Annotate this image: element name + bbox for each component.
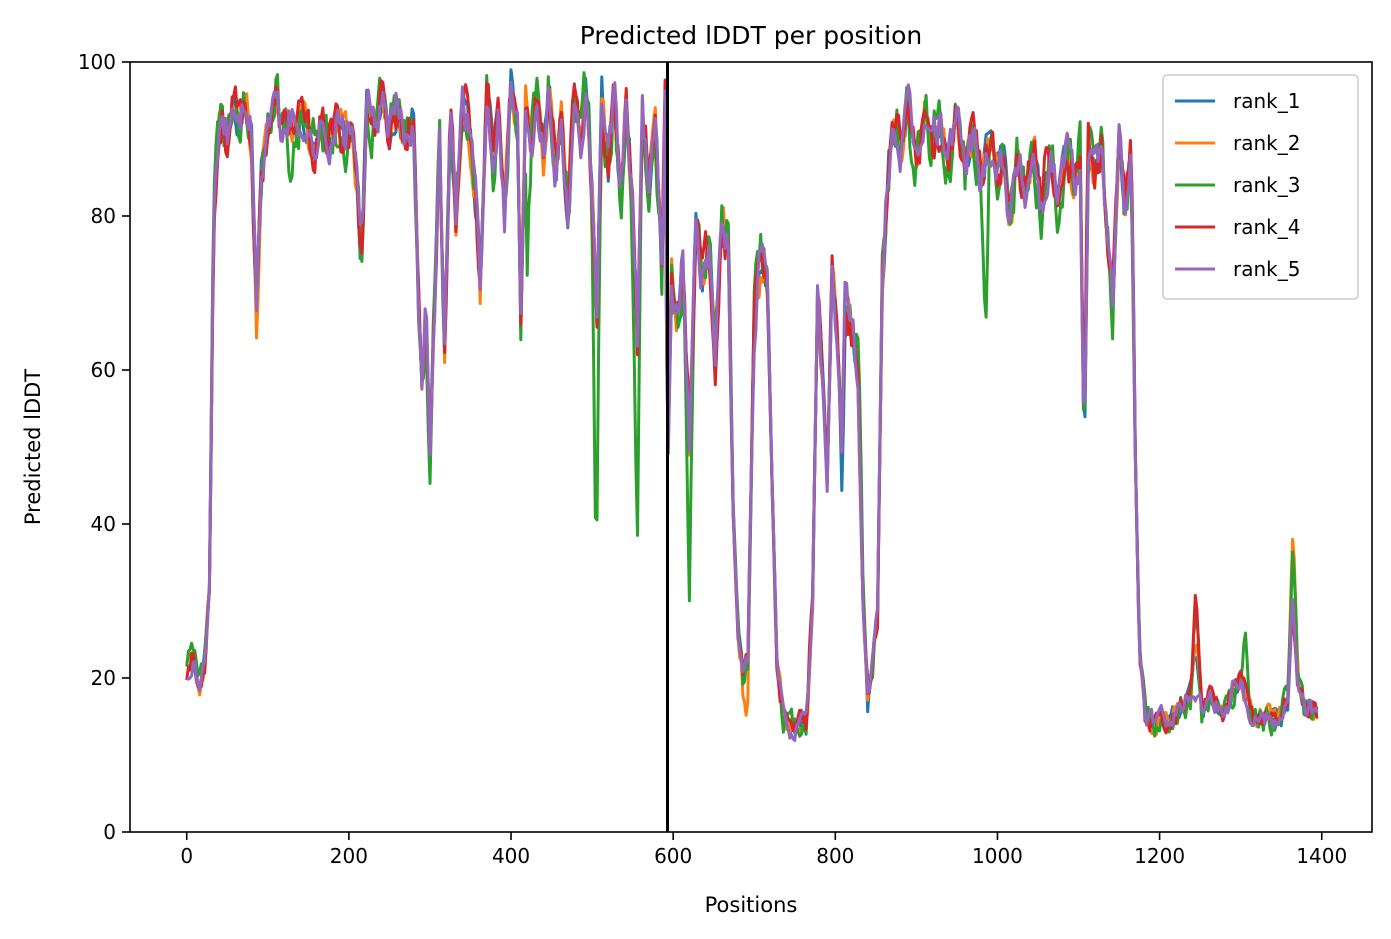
legend-label-rank_5: rank_5: [1233, 257, 1300, 281]
y-tick-label: 40: [91, 512, 116, 536]
x-tick-label: 800: [816, 844, 854, 868]
series-line-rank_5: [186, 80, 1319, 742]
series-layer: [185, 68, 1319, 742]
x-tick-label: 200: [330, 844, 368, 868]
x-tick-label: 1400: [1296, 844, 1347, 868]
legend-label-rank_2: rank_2: [1233, 131, 1300, 155]
legend-label-rank_1: rank_1: [1233, 89, 1300, 113]
y-tick-label: 20: [91, 666, 116, 690]
legend: rank_1 rank_2 rank_3 rank_4 rank_5: [1162, 74, 1359, 300]
y-axis-label: Predicted lDDT: [21, 369, 45, 525]
legend-box: [1162, 74, 1359, 300]
legend-label-rank_3: rank_3: [1233, 173, 1300, 197]
plot-frame: [129, 61, 1373, 833]
x-tick-label: 400: [492, 844, 530, 868]
x-tick-label: 600: [654, 844, 692, 868]
y-tick-label: 100: [78, 50, 116, 74]
x-tick-label: 1200: [1134, 844, 1185, 868]
y-tick-label: 60: [91, 358, 116, 382]
chart-title: Predicted lDDT per position: [580, 21, 922, 50]
x-tick-label: 1000: [972, 844, 1023, 868]
y-tick-label: 0: [103, 820, 116, 844]
y-tick-label: 80: [91, 204, 116, 228]
x-axis: 0 200 400 600 800 1000 1200 1400: [180, 832, 1347, 868]
y-axis: 0 20 40 60 80 100: [78, 50, 130, 844]
x-tick-label: 0: [180, 844, 193, 868]
x-axis-label: Positions: [705, 893, 798, 917]
legend-label-rank_4: rank_4: [1233, 215, 1300, 239]
